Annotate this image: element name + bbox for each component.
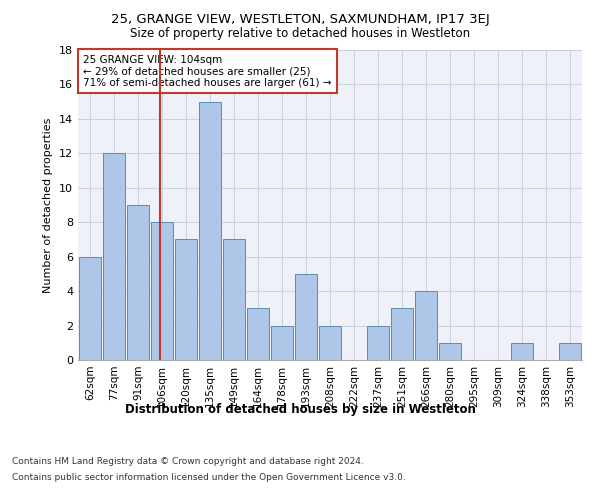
Bar	[415, 291, 437, 360]
Text: 25, GRANGE VIEW, WESTLETON, SAXMUNDHAM, IP17 3EJ: 25, GRANGE VIEW, WESTLETON, SAXMUNDHAM, …	[110, 12, 490, 26]
Bar	[247, 308, 269, 360]
Bar	[271, 326, 293, 360]
Bar	[439, 343, 461, 360]
Bar	[79, 256, 101, 360]
Y-axis label: Number of detached properties: Number of detached properties	[43, 118, 53, 292]
Bar	[559, 343, 581, 360]
Bar	[127, 205, 149, 360]
Text: Contains public sector information licensed under the Open Government Licence v3: Contains public sector information licen…	[12, 472, 406, 482]
Text: Distribution of detached houses by size in Westleton: Distribution of detached houses by size …	[125, 402, 475, 415]
Text: 25 GRANGE VIEW: 104sqm
← 29% of detached houses are smaller (25)
71% of semi-det: 25 GRANGE VIEW: 104sqm ← 29% of detached…	[83, 54, 332, 88]
Bar	[367, 326, 389, 360]
Bar	[223, 240, 245, 360]
Bar	[319, 326, 341, 360]
Bar	[199, 102, 221, 360]
Bar	[175, 240, 197, 360]
Bar	[151, 222, 173, 360]
Text: Contains HM Land Registry data © Crown copyright and database right 2024.: Contains HM Land Registry data © Crown c…	[12, 458, 364, 466]
Bar	[511, 343, 533, 360]
Text: Size of property relative to detached houses in Westleton: Size of property relative to detached ho…	[130, 28, 470, 40]
Bar	[103, 154, 125, 360]
Bar	[295, 274, 317, 360]
Bar	[391, 308, 413, 360]
